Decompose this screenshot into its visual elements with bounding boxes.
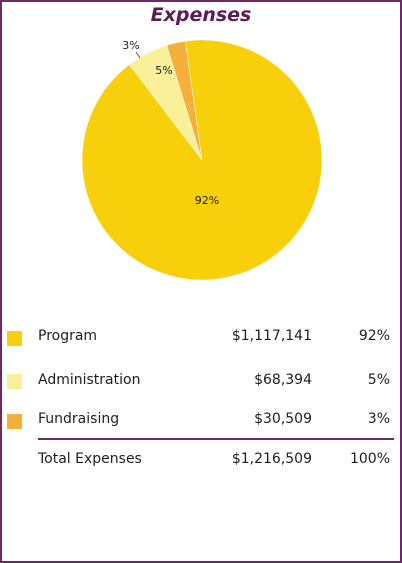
category-label: Administration: [38, 372, 141, 388]
pie-chart: 92% 5% 3%: [81, 39, 323, 281]
percent-value: 5%: [367, 372, 390, 388]
legend-row-administration: Administration $68,394 5%: [0, 372, 402, 394]
category-label: Program: [38, 328, 98, 344]
total-label: Total Expenses: [38, 451, 142, 467]
total-row: Total Expenses $1,216,509 100%: [0, 451, 402, 473]
pie-label-program: 92%: [195, 194, 219, 207]
legend-row-program: Program $1,117,141 92%: [0, 328, 402, 350]
percent-value: 92%: [358, 328, 390, 344]
chart-title: Expenses: [150, 4, 252, 26]
pie-slice-fundraising: [166, 40, 203, 161]
category-label: Fundraising: [38, 411, 120, 427]
swatch-administration: [7, 374, 22, 389]
fundraising-leader-line: [135, 51, 141, 59]
legend-row-fundraising: Fundraising $30,509 3%: [0, 411, 402, 433]
amount-value: $1,117,141: [231, 328, 312, 344]
amount-value: $30,509: [254, 411, 312, 427]
total-percent: 100%: [349, 451, 390, 467]
total-divider: [38, 438, 394, 440]
pie-label-fundraising: 3%: [122, 39, 139, 52]
swatch-fundraising: [7, 414, 22, 429]
percent-value: 3%: [367, 411, 390, 427]
total-amount: $1,216,509: [231, 451, 312, 467]
swatch-program: [7, 331, 22, 346]
amount-value: $68,394: [254, 372, 312, 388]
pie-label-administration: 5%: [155, 64, 172, 77]
